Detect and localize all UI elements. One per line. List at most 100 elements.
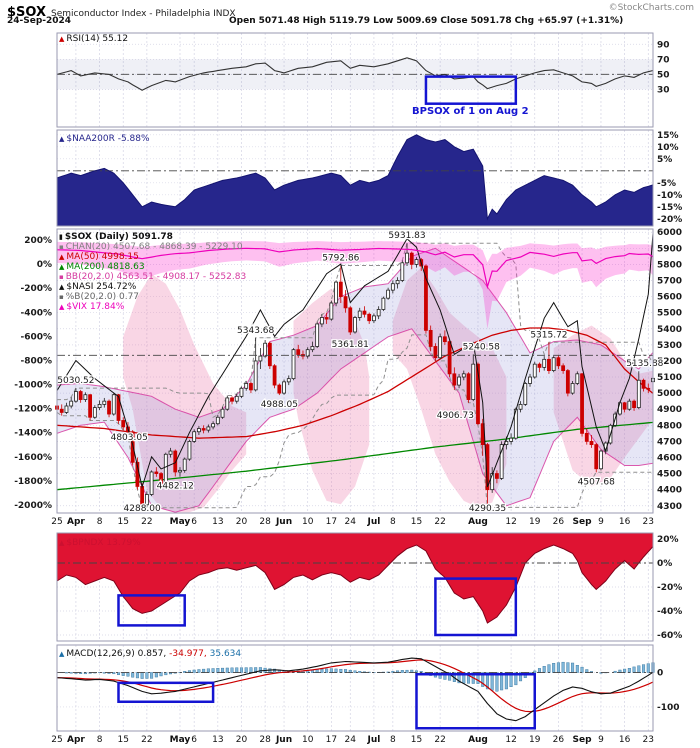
svg-text:5343.68: 5343.68 <box>237 326 274 336</box>
svg-text:30: 30 <box>657 85 670 95</box>
svg-text:23: 23 <box>643 735 654 745</box>
svg-text:25: 25 <box>51 735 62 745</box>
sox-series-icon: ▮ <box>59 233 63 241</box>
svg-text:-1200%: -1200% <box>14 405 52 415</box>
ma50-icon: ▲ <box>59 253 65 261</box>
svg-text:16: 16 <box>619 517 631 527</box>
naa200r-legend: ▲ $NAA200R -5.88% <box>59 134 150 144</box>
macd-hist-value: 35.634 <box>209 649 242 659</box>
svg-text:19: 19 <box>529 735 541 745</box>
source-credit: ©StockCharts.com <box>608 3 694 13</box>
bpndx-legend: ▲ $BPNDX 13.79% <box>59 538 141 548</box>
annotation-bpsox-note: BPSOX of 1 on Aug 2 <box>412 106 529 117</box>
svg-text:8: 8 <box>390 735 396 745</box>
high-value: 5119.79 <box>329 16 371 26</box>
sox-legend-label: $SOX (Daily) 5091.78 <box>64 232 173 242</box>
svg-text:28: 28 <box>259 517 271 527</box>
ma50-legend-label: MA(50) 4998.15 <box>66 252 139 262</box>
svg-text:20: 20 <box>236 735 248 745</box>
svg-text:15: 15 <box>117 517 128 527</box>
svg-text:15: 15 <box>117 735 128 745</box>
svg-text:19: 19 <box>529 517 541 527</box>
svg-text:9: 9 <box>598 517 604 527</box>
svg-text:4400: 4400 <box>657 486 682 496</box>
quote-row: 24-Sep-2024 Open 5071.48 High 5119.79 Low 500… <box>7 16 697 26</box>
svg-text:6: 6 <box>191 735 197 745</box>
svg-text:5800: 5800 <box>657 260 682 270</box>
svg-text:6: 6 <box>191 517 197 527</box>
chart-date: 24-Sep-2024 <box>7 16 72 26</box>
svg-text:Sep: Sep <box>573 517 593 527</box>
svg-text:4900: 4900 <box>657 405 682 415</box>
svg-text:-800%: -800% <box>20 356 52 366</box>
svg-text:4482.12: 4482.12 <box>157 481 194 491</box>
rsi-legend-label: RSI(14) 55.12 <box>66 34 129 44</box>
svg-text:70: 70 <box>657 55 670 65</box>
nasi-legend-label: $NASI 254.72% <box>66 282 137 292</box>
macd-legend-label: MACD(12,26,9) <box>66 649 135 659</box>
ma200-legend-label: MA(200) 4818.63 <box>66 262 145 272</box>
svg-text:28: 28 <box>259 735 271 745</box>
svg-text:25: 25 <box>51 517 62 527</box>
svg-text:-400%: -400% <box>20 308 52 318</box>
svg-text:6000: 6000 <box>657 228 682 238</box>
svg-text:8: 8 <box>97 517 103 527</box>
svg-text:200%: 200% <box>24 236 52 246</box>
close-label: Close <box>440 16 468 26</box>
bpndx-legend-label: $BPNDX 13.79% <box>66 538 141 548</box>
svg-text:4500: 4500 <box>657 470 682 480</box>
naa200r-marker-icon: ▲ <box>59 135 65 143</box>
percent-b-legend-label: %B(20,2.0) 0.77 <box>65 292 140 302</box>
naa200r-legend-label: $NAA200R -5.88% <box>66 134 150 144</box>
svg-text:0%: 0% <box>37 260 52 270</box>
svg-text:5100: 5100 <box>657 373 682 383</box>
symbol: $SOX <box>7 5 47 20</box>
svg-text:5600: 5600 <box>657 293 682 303</box>
svg-text:20%: 20% <box>657 535 679 545</box>
svg-text:5700: 5700 <box>657 276 682 286</box>
svg-text:-100: -100 <box>657 703 680 713</box>
svg-text:16: 16 <box>619 735 631 745</box>
svg-text:4700: 4700 <box>657 437 682 447</box>
svg-text:4288.00: 4288.00 <box>124 504 161 514</box>
svg-text:15%: 15% <box>657 131 679 141</box>
svg-text:5315.72: 5315.72 <box>530 330 567 340</box>
svg-text:10: 10 <box>302 735 314 745</box>
svg-text:May: May <box>170 735 191 745</box>
bb-icon: ▪ <box>59 273 64 281</box>
svg-text:13: 13 <box>212 517 223 527</box>
svg-text:May: May <box>170 517 191 527</box>
svg-text:-40%: -40% <box>657 607 682 617</box>
svg-text:-200%: -200% <box>20 284 52 294</box>
open-value: 5071.48 <box>258 16 300 26</box>
svg-text:4988.05: 4988.05 <box>261 400 298 410</box>
svg-text:-20%: -20% <box>657 583 682 593</box>
rsi-marker-icon: ▲ <box>59 35 65 43</box>
bb-legend-label: BB(20,2.0) 4563.51 - 4908.17 - 5252.83 <box>65 272 247 282</box>
svg-text:17: 17 <box>326 735 337 745</box>
svg-text:5400: 5400 <box>657 325 682 335</box>
svg-text:5361.81: 5361.81 <box>332 340 369 350</box>
ohlc-quote: Open 5071.48 High 5119.79 Low 5009.69 Close 509… <box>229 16 626 26</box>
svg-text:-600%: -600% <box>20 332 52 342</box>
svg-text:22: 22 <box>434 517 445 527</box>
svg-text:5000: 5000 <box>657 389 682 399</box>
svg-text:20: 20 <box>236 517 248 527</box>
open-label: Open <box>229 16 256 26</box>
svg-text:5931.83: 5931.83 <box>388 231 425 241</box>
svg-text:Aug: Aug <box>468 517 488 527</box>
svg-text:90: 90 <box>657 40 670 50</box>
macd-value: 0.857, <box>137 649 167 659</box>
svg-text:22: 22 <box>141 735 152 745</box>
chart-header: $SOX Semiconductor Index - Philadelphia I… <box>7 1 236 20</box>
chg-value: +65.97 (+1.31%) <box>537 16 624 26</box>
svg-text:-10%: -10% <box>657 191 682 201</box>
svg-text:13: 13 <box>212 735 223 745</box>
svg-text:24: 24 <box>345 517 357 527</box>
svg-text:5900: 5900 <box>657 244 682 254</box>
svg-text:-1600%: -1600% <box>14 453 52 463</box>
percent-b-icon: ▪ <box>59 293 64 301</box>
macd-marker-icon: ▲ <box>59 650 65 658</box>
svg-text:22: 22 <box>141 517 152 527</box>
